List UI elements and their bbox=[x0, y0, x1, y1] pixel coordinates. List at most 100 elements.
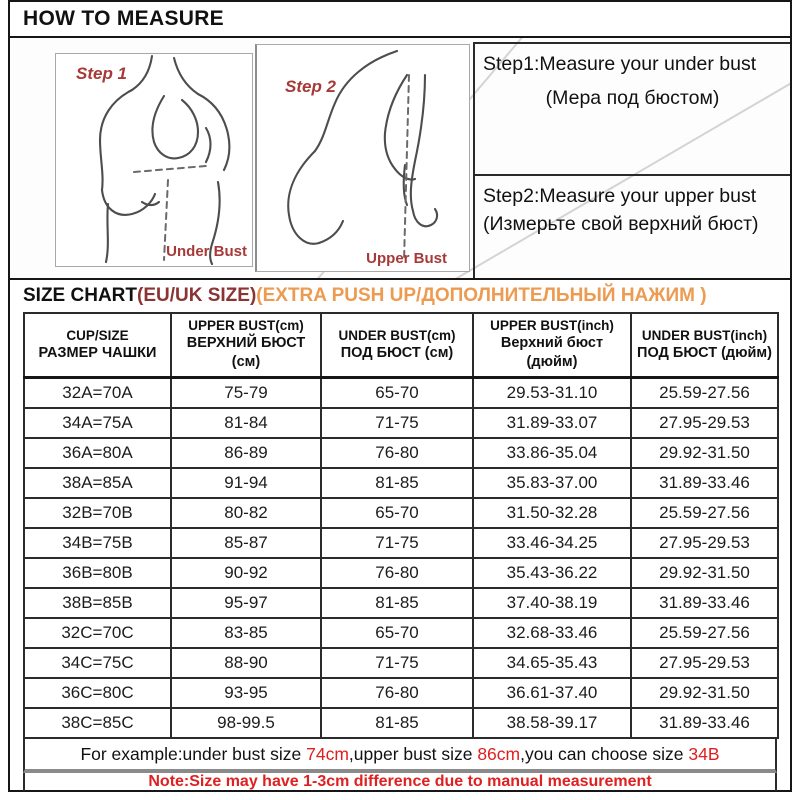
example-note: For example:under bust size 74cm ,upper b… bbox=[23, 739, 777, 773]
table-cell: 90-92 bbox=[170, 557, 322, 589]
step1-instruction: Step1:Measure your under bust (Мера под … bbox=[475, 44, 790, 176]
table-row: 34B=75B 85-87 71-75 33.46-34.25 27.95-29.53 bbox=[23, 527, 779, 559]
table-cell: 95-97 bbox=[170, 587, 322, 619]
table-row: 34C=75C 88-90 71-75 34.65-35.43 27.95-29.53 bbox=[23, 647, 779, 679]
table-cell: 31.89-33.46 bbox=[630, 467, 779, 499]
table-cell: 38B=85B bbox=[23, 587, 172, 619]
table-cell: 27.95-29.53 bbox=[630, 527, 779, 559]
table-cell: 85-87 bbox=[170, 527, 322, 559]
size-table: CUP/SIZE РАЗМЕР ЧАШКИ UPPER BUST(cm) ВЕР… bbox=[23, 312, 779, 739]
table-cell: 32.68-33.46 bbox=[472, 617, 632, 649]
table-cell: 88-90 bbox=[170, 647, 322, 679]
table-cell: 71-75 bbox=[320, 407, 474, 439]
col-header-upper-bust-inch: UPPER BUST(inch) Верхний бюст (дюйм) bbox=[472, 312, 632, 379]
table-cell: 80-82 bbox=[170, 497, 322, 529]
figure-upper-bust-side-view bbox=[287, 49, 439, 262]
size-chart-heading-maroon: (EU/UK SIZE) bbox=[137, 285, 257, 306]
table-cell: 93-95 bbox=[170, 677, 322, 709]
table-cell: 32A=70A bbox=[23, 376, 172, 409]
table-cell: 33.46-34.25 bbox=[472, 527, 632, 559]
size-chart-heading: SIZE CHART (EU/UK SIZE) (EXTRA PUSH UP/ДОП… bbox=[10, 280, 790, 312]
example-highlight-value: 86cm bbox=[477, 743, 521, 764]
example-text: ,you can choose size bbox=[520, 743, 689, 764]
table-cell: 35.43-36.22 bbox=[472, 557, 632, 589]
example-highlight-value: 34B bbox=[688, 743, 720, 764]
col-header-cup-size: CUP/SIZE РАЗМЕР ЧАШКИ bbox=[23, 312, 172, 379]
step1-instruction-ru: (Мера под бюстом) bbox=[545, 86, 720, 109]
table-row: 38B=85B 95-97 81-85 37.40-38.19 31.89-33.46 bbox=[23, 587, 779, 619]
measurement-illustrations: Step 1 Under Bust Step 2 Upper Bust Step bbox=[10, 38, 790, 280]
table-cell: 83-85 bbox=[170, 617, 322, 649]
table-cell: 65-70 bbox=[320, 376, 474, 409]
table-cell: 38.58-39.17 bbox=[472, 707, 632, 739]
step2-label: Step 2 bbox=[285, 77, 337, 96]
table-cell: 35.83-37.00 bbox=[472, 467, 632, 499]
table-cell: 27.95-29.53 bbox=[630, 647, 779, 679]
table-cell: 98-99.5 bbox=[170, 707, 322, 739]
example-highlight-value: 74cm bbox=[306, 743, 349, 764]
table-row: 36C=80C 93-95 76-80 36.61-37.40 29.92-31.50 bbox=[23, 677, 779, 709]
page-title: HOW TO MEASURE bbox=[10, 2, 790, 38]
table-cell: 65-70 bbox=[320, 497, 474, 529]
table-row: 36B=80B 90-92 76-80 35.43-36.22 29.92-31.50 bbox=[23, 557, 779, 589]
instruction-text-box: Step1:Measure your under bust (Мера под … bbox=[473, 42, 790, 278]
step1-illustration-panel: Step 1 Under Bust bbox=[55, 53, 253, 267]
table-cell: 36C=80C bbox=[23, 677, 172, 709]
table-cell: 34B=75B bbox=[23, 527, 172, 559]
table-cell: 34A=75A bbox=[23, 407, 172, 439]
table-row: 36A=80A 86-89 76-80 33.86-35.04 29.92-31.50 bbox=[23, 437, 779, 469]
table-cell: 81-85 bbox=[320, 467, 474, 499]
table-cell: 31.89-33.07 bbox=[472, 407, 632, 439]
table-row: 32A=70A 75-79 65-70 29.53-31.10 25.59-27.56 bbox=[23, 376, 779, 409]
size-chart-heading-orange: (EXTRA PUSH UP/ДОПОЛНИТЕЛЬНЫЙ НАЖИМ ) bbox=[256, 285, 707, 306]
table-cell: 25.59-27.56 bbox=[630, 497, 779, 529]
table-cell: 34.65-35.43 bbox=[472, 647, 632, 679]
table-cell: 31.89-33.46 bbox=[630, 587, 779, 619]
table-cell: 32B=70B bbox=[23, 497, 172, 529]
table-cell: 91-94 bbox=[170, 467, 322, 499]
table-cell: 27.95-29.53 bbox=[630, 407, 779, 439]
table-cell: 36B=80B bbox=[23, 557, 172, 589]
table-cell: 29.92-31.50 bbox=[630, 557, 779, 589]
upper-bust-caption: Upper Bust bbox=[366, 250, 447, 267]
step2-instruction-text: Step2:Measure your upper bust (Измерьте … bbox=[483, 185, 759, 235]
table-cell: 81-85 bbox=[320, 707, 474, 739]
measurement-note: Note:Size may have 1-3cm difference due … bbox=[23, 773, 777, 791]
col-header-under-bust-inch: UNDER BUST(inch) ПОД БЮСТ (дюйм) bbox=[630, 312, 779, 379]
table-cell: 25.59-27.56 bbox=[630, 376, 779, 409]
table-cell: 71-75 bbox=[320, 647, 474, 679]
under-bust-caption: Under Bust bbox=[166, 243, 247, 260]
table-cell: 76-80 bbox=[320, 677, 474, 709]
step1-label: Step 1 bbox=[76, 64, 128, 83]
table-cell: 75-79 bbox=[170, 376, 322, 409]
size-chart-heading-black: SIZE CHART bbox=[23, 285, 137, 306]
step2-illustration-panel: Step 2 Upper Bust bbox=[255, 44, 470, 272]
table-cell: 25.59-27.56 bbox=[630, 617, 779, 649]
table-cell: 71-75 bbox=[320, 527, 474, 559]
table-cell: 81-84 bbox=[170, 407, 322, 439]
table-cell: 32C=70C bbox=[23, 617, 172, 649]
table-row: 34A=75A 81-84 71-75 31.89-33.07 27.95-29.53 bbox=[23, 407, 779, 439]
table-cell: 29.53-31.10 bbox=[472, 376, 632, 409]
table-cell: 86-89 bbox=[170, 437, 322, 469]
table-cell: 33.86-35.04 bbox=[472, 437, 632, 469]
table-cell: 34C=75C bbox=[23, 647, 172, 679]
table-cell: 29.92-31.50 bbox=[630, 677, 779, 709]
table-cell: 65-70 bbox=[320, 617, 474, 649]
guide-frame: HOW TO MEASURE Step 1 bbox=[8, 0, 792, 792]
table-row: 38C=85C 98-99.5 81-85 38.58-39.17 31.89-33.4… bbox=[23, 707, 779, 739]
table-cell: 29.92-31.50 bbox=[630, 437, 779, 469]
step1-instruction-en: Step1:Measure your under bust bbox=[483, 53, 757, 75]
table-row: 32B=70B 80-82 65-70 31.50-32.28 25.59-27.56 bbox=[23, 497, 779, 529]
table-cell: 38C=85C bbox=[23, 707, 172, 739]
table-cell: 36.61-37.40 bbox=[472, 677, 632, 709]
table-cell: 36A=80A bbox=[23, 437, 172, 469]
col-header-under-bust-cm: UNDER BUST(cm) ПОД БЮСТ (см) bbox=[320, 312, 474, 379]
table-cell: 31.89-33.46 bbox=[630, 707, 779, 739]
table-row: 38A=85A 91-94 81-85 35.83-37.00 31.89-33.46 bbox=[23, 467, 779, 499]
table-cell: 81-85 bbox=[320, 587, 474, 619]
table-row: 32C=70C 83-85 65-70 32.68-33.46 25.59-27.56 bbox=[23, 617, 779, 649]
size-table-wrap: CUP/SIZE РАЗМЕР ЧАШКИ UPPER BUST(cm) ВЕР… bbox=[10, 312, 790, 739]
step2-instruction: Step2:Measure your upper bust (Измерьте … bbox=[475, 176, 790, 278]
